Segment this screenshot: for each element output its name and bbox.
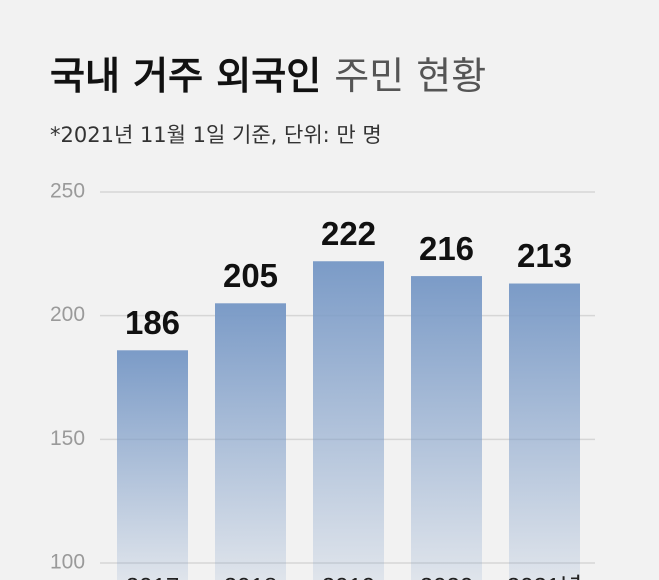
- value-label: 222: [321, 215, 376, 252]
- y-tick-label: 100: [50, 551, 85, 574]
- y-tick-label: 250: [50, 180, 85, 203]
- chart-title: 국내 거주 외국인 주민 현황: [50, 54, 486, 98]
- bar: [117, 350, 188, 580]
- x-tick-label: 2017: [126, 573, 179, 580]
- x-tick-label: 2020: [420, 573, 473, 580]
- x-tick-label: 2021년: [507, 573, 582, 580]
- title-light: 주민 현황: [334, 54, 486, 98]
- value-label: 205: [223, 257, 278, 294]
- value-label: 216: [419, 230, 474, 267]
- subtitle: *2021년 11월 1일 기준, 단위: 만 명: [50, 123, 382, 147]
- y-tick-label: 200: [50, 303, 85, 326]
- bar: [411, 276, 482, 580]
- y-tick-label: 150: [50, 427, 85, 450]
- x-tick-label: 2018: [224, 573, 277, 580]
- value-label: 186: [125, 304, 180, 341]
- bar: [215, 303, 286, 580]
- bar: [313, 261, 384, 580]
- x-tick-label: 2019: [322, 573, 375, 580]
- bar: [509, 283, 580, 580]
- value-label: 213: [517, 237, 572, 274]
- title-bold: 국내 거주 외국인: [50, 54, 321, 98]
